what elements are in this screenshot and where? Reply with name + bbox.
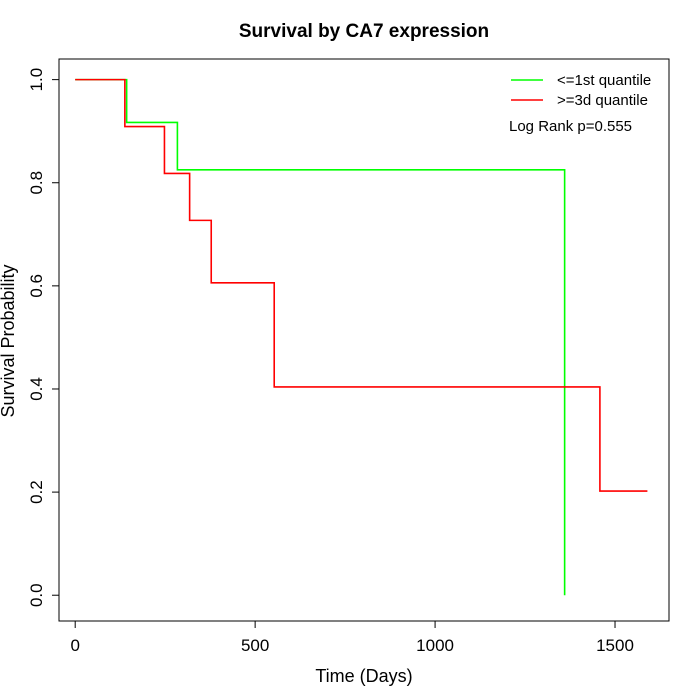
series-line-2: [75, 78, 648, 492]
y-axis: 0.0 0.2 0.4 0.6 0.8 1.0: [27, 68, 60, 607]
y-tick-label: 0.8: [27, 171, 46, 195]
legend: <=1st quantile >=3d quantile: [511, 72, 651, 109]
plot-area-frame: [58, 58, 670, 622]
log-rank-annotation: Log Rank p=0.555: [509, 118, 632, 135]
x-tick-label: 500: [241, 636, 269, 655]
x-axis: 0 500 1000 1500: [70, 620, 634, 655]
x-axis-label: Time (Days): [315, 666, 412, 686]
y-tick-label: 0.6: [27, 274, 46, 298]
x-tick-label: 0: [70, 636, 79, 655]
series-line-1: [75, 78, 566, 596]
y-tick-label: 0.0: [27, 583, 46, 607]
series-layer: [75, 78, 648, 596]
x-tick-label: 1000: [416, 636, 454, 655]
legend-label: >=3d quantile: [557, 92, 648, 109]
x-tick-label: 1500: [596, 636, 634, 655]
legend-label: <=1st quantile: [557, 72, 651, 89]
y-tick-label: 0.4: [27, 377, 46, 401]
chart-title: Survival by CA7 expression: [239, 21, 489, 42]
y-axis-label: Survival Probability: [0, 264, 18, 417]
y-tick-label: 0.2: [27, 480, 46, 504]
y-tick-label: 1.0: [27, 68, 46, 92]
